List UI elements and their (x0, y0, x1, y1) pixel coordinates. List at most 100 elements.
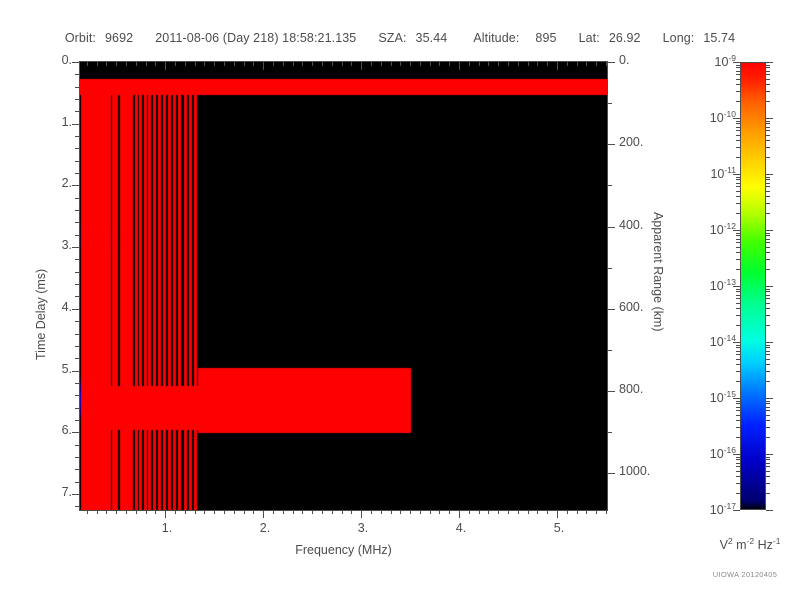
x-minor-tick-top (136, 62, 137, 66)
y2-major-tick (607, 62, 615, 63)
x-minor-tick (175, 510, 176, 514)
colorbar-minor-tick-right (766, 415, 770, 416)
colorbar-major-tick-right (766, 62, 773, 63)
ionogram-heatmap (80, 62, 607, 510)
y-tick-label: 1. (61, 115, 72, 129)
x-minor-tick (577, 510, 578, 514)
colorbar-major-tick (733, 230, 740, 231)
y2-tick-label: 1000. (619, 464, 651, 478)
x-minor-tick (508, 510, 509, 514)
colorbar-minor-tick-right (766, 177, 770, 178)
colorbar-minor-tick (736, 437, 740, 438)
colorbar-major-tick-right (766, 398, 773, 399)
x-minor-tick-top (391, 62, 392, 66)
x-minor-tick-top (204, 62, 205, 66)
colorbar-minor-tick (736, 289, 740, 290)
y-minor-tick (75, 408, 80, 409)
colorbar-minor-tick-right (766, 359, 770, 360)
x-minor-tick (381, 510, 382, 514)
y2-major-tick (607, 309, 615, 310)
x-minor-tick (479, 510, 480, 514)
x-minor-tick (253, 510, 254, 514)
x-tick-label: 3. (357, 521, 369, 535)
colorbar-minor-tick (736, 233, 740, 234)
x-minor-tick (136, 510, 137, 514)
x-minor-tick (518, 510, 519, 514)
colorbar-major-tick-right (766, 510, 773, 511)
x-minor-tick (528, 510, 529, 514)
colorbar-minor-tick (736, 345, 740, 346)
colorbar-minor-tick-right (766, 457, 770, 458)
y-minor-tick (75, 235, 80, 236)
x-minor-tick-top (351, 62, 352, 66)
y2-minor-tick (607, 268, 612, 269)
colorbar-minor-tick (736, 123, 740, 124)
colorbar-minor-tick-right (766, 459, 770, 460)
x-minor-tick (400, 510, 401, 514)
x-minor-tick (224, 510, 225, 514)
x-minor-tick-top (283, 62, 284, 66)
colorbar-minor-tick (736, 71, 740, 72)
colorbar-minor-tick-right (766, 67, 770, 68)
y2-major-tick (607, 391, 615, 392)
y-minor-tick (75, 99, 80, 100)
colorbar-minor-tick-right (766, 298, 770, 299)
x-minor-tick (293, 510, 294, 514)
y-minor-tick (75, 87, 80, 88)
y-major-tick (72, 371, 80, 372)
colorbar-minor-tick-right (766, 135, 770, 136)
y-minor-tick (75, 259, 80, 260)
colorbar-minor-tick-right (766, 471, 770, 472)
x-minor-tick-top (371, 62, 372, 66)
x-minor-tick-top (253, 62, 254, 66)
colorbar-minor-tick (736, 308, 740, 309)
colorbar-minor-tick-right (766, 147, 770, 148)
y-minor-tick (75, 161, 80, 162)
x-minor-tick-top (116, 62, 117, 66)
colorbar-tick-label: 10-10 (709, 109, 736, 126)
sza-value: 35.44 (415, 31, 448, 45)
x-tick-label: 1. (161, 521, 173, 535)
colorbar-minor-tick-right (766, 371, 770, 372)
x-minor-tick (351, 510, 352, 514)
x-minor-tick-top (420, 62, 421, 66)
colorbar-minor-tick (736, 315, 740, 316)
x-minor-tick (439, 510, 440, 514)
colorbar-major-tick (733, 286, 740, 287)
y-tick-label: 5. (61, 362, 72, 376)
x-minor-tick-top (312, 62, 313, 66)
colorbar-minor-tick-right (766, 123, 770, 124)
colorbar-minor-tick (736, 457, 740, 458)
colorbar-minor-tick-right (766, 247, 770, 248)
colorbar-minor-tick (736, 298, 740, 299)
colorbar-minor-tick-right (766, 364, 770, 365)
colorbar-tick-label: 10-11 (710, 165, 736, 182)
y2-minor-tick (607, 432, 612, 433)
x-minor-tick (195, 510, 196, 514)
colorbar-minor-tick-right (766, 476, 770, 477)
x-major-tick (459, 510, 460, 518)
x-minor-tick-top (126, 62, 127, 66)
x-minor-tick (234, 510, 235, 514)
orbit-label: Orbit: (64, 31, 96, 45)
x-minor-tick (391, 510, 392, 514)
x-minor-tick-top (469, 62, 470, 66)
x-minor-tick-top (547, 62, 548, 66)
x-tick-label: 4. (455, 521, 467, 535)
x-minor-tick-top (449, 62, 450, 66)
x-minor-tick-top (586, 62, 587, 66)
colorbar-minor-tick-right (766, 140, 770, 141)
y-minor-tick (75, 111, 80, 112)
y-minor-tick (75, 383, 80, 384)
y-tick-label: 0. (61, 53, 72, 67)
colorbar-major-tick-right (766, 286, 773, 287)
colorbar-minor-tick-right (766, 213, 770, 214)
x-minor-tick-top (106, 62, 107, 66)
x-minor-tick (410, 510, 411, 514)
x-minor-tick-top (342, 62, 343, 66)
x-minor-tick-top (508, 62, 509, 66)
colorbar-minor-tick (736, 79, 740, 80)
x-minor-tick (537, 510, 538, 514)
colorbar-minor-tick-right (766, 493, 770, 494)
y-minor-tick (75, 395, 80, 396)
